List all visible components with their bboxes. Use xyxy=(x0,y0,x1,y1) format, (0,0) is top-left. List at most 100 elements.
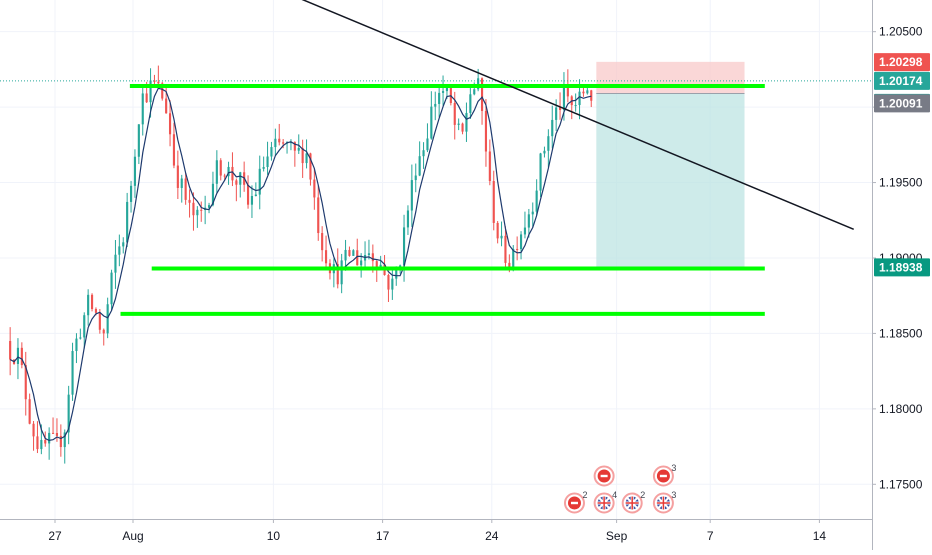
time-axis-panel[interactable] xyxy=(0,519,872,550)
candle-body[interactable] xyxy=(79,337,82,339)
candle-body[interactable] xyxy=(48,432,51,444)
candle-body[interactable] xyxy=(102,329,105,334)
candle-body[interactable] xyxy=(360,260,363,266)
candle-body[interactable] xyxy=(270,147,273,157)
candle-body[interactable] xyxy=(59,435,62,448)
candle-body[interactable] xyxy=(523,227,527,235)
eu-event-icon[interactable] xyxy=(593,465,615,487)
stop-loss-zone[interactable] xyxy=(596,61,745,94)
candle-body[interactable] xyxy=(24,365,27,400)
candle-body[interactable] xyxy=(36,436,39,450)
candle-body[interactable] xyxy=(28,399,31,424)
candle-body[interactable] xyxy=(110,272,113,305)
candle-body[interactable] xyxy=(344,249,347,261)
candle-body[interactable] xyxy=(153,80,156,82)
candle-body[interactable] xyxy=(250,196,254,205)
candle-body[interactable] xyxy=(133,156,137,186)
candle-body[interactable] xyxy=(313,179,316,198)
candle-body[interactable] xyxy=(246,184,250,205)
candle-body[interactable] xyxy=(539,153,542,191)
candle-body[interactable] xyxy=(161,83,164,99)
candle-body[interactable] xyxy=(239,172,242,185)
candle-body[interactable] xyxy=(289,142,293,144)
candle-body[interactable] xyxy=(75,338,78,352)
candle-body[interactable] xyxy=(305,153,308,164)
candle-body[interactable] xyxy=(480,78,484,111)
candle-body[interactable] xyxy=(414,175,417,181)
candle-body[interactable] xyxy=(200,209,203,211)
candle-body[interactable] xyxy=(465,112,468,132)
candle-body[interactable] xyxy=(367,253,371,256)
candle-body[interactable] xyxy=(430,106,433,139)
candle-body[interactable] xyxy=(219,160,222,176)
candle-body[interactable] xyxy=(157,81,160,84)
candle-body[interactable] xyxy=(94,309,98,313)
candle-body[interactable] xyxy=(473,89,476,95)
candle-body[interactable] xyxy=(87,294,90,316)
candle-body[interactable] xyxy=(114,254,117,273)
candle-body[interactable] xyxy=(274,138,277,148)
candle-body[interactable] xyxy=(457,123,460,125)
candle-body[interactable] xyxy=(531,211,534,215)
candle-body[interactable] xyxy=(379,264,382,268)
candle-body[interactable] xyxy=(266,156,269,168)
candle-body[interactable] xyxy=(172,134,176,166)
candle-body[interactable] xyxy=(297,147,300,151)
candle-body[interactable] xyxy=(492,181,495,223)
candle-body[interactable] xyxy=(566,85,569,97)
take-profit-zone[interactable] xyxy=(596,93,745,268)
candle-body[interactable] xyxy=(254,194,257,197)
candle-body[interactable] xyxy=(196,209,199,216)
candle-body[interactable] xyxy=(582,91,585,94)
candle-body[interactable] xyxy=(504,235,507,263)
candle-body[interactable] xyxy=(418,156,421,176)
candle-body[interactable] xyxy=(348,249,351,256)
eu-event-icon[interactable]: 3 xyxy=(652,463,677,487)
candle-body[interactable] xyxy=(395,269,398,279)
candle-body[interactable] xyxy=(558,107,562,110)
candle-body[interactable] xyxy=(434,103,437,107)
candle-body[interactable] xyxy=(44,439,47,444)
candle-body[interactable] xyxy=(555,107,558,120)
candle-body[interactable] xyxy=(223,175,226,177)
candle-body[interactable] xyxy=(426,138,429,151)
candle-body[interactable] xyxy=(278,138,281,143)
candle-body[interactable] xyxy=(282,142,285,144)
candle-body[interactable] xyxy=(477,78,480,90)
candle-body[interactable] xyxy=(165,98,168,114)
candle-body[interactable] xyxy=(551,119,554,137)
candle-body[interactable] xyxy=(258,168,261,195)
candle-body[interactable] xyxy=(512,248,515,268)
candle-body[interactable] xyxy=(20,347,23,366)
candle-body[interactable] xyxy=(453,103,456,125)
candle-body[interactable] xyxy=(535,190,538,212)
candle-body[interactable] xyxy=(227,166,230,177)
candle-body[interactable] xyxy=(176,165,179,188)
candle-body[interactable] xyxy=(317,197,320,234)
candle-body[interactable] xyxy=(16,347,20,364)
candle-body[interactable] xyxy=(508,262,511,268)
candle-body[interactable] xyxy=(422,150,425,157)
candle-body[interactable] xyxy=(441,91,445,93)
candle-body[interactable] xyxy=(149,80,152,103)
candle-body[interactable] xyxy=(168,113,172,135)
candle-body[interactable] xyxy=(387,275,390,290)
candle-body[interactable] xyxy=(336,264,339,285)
candle-body[interactable] xyxy=(402,227,406,266)
candle-body[interactable] xyxy=(356,250,359,266)
candle-body[interactable] xyxy=(9,340,12,360)
candle-body[interactable] xyxy=(309,153,312,180)
candle-body[interactable] xyxy=(519,234,523,250)
candle-body[interactable] xyxy=(192,202,195,216)
candle-body[interactable] xyxy=(293,142,296,151)
candle-body[interactable] xyxy=(586,90,589,94)
candle-body[interactable] xyxy=(67,394,70,433)
candle-body[interactable] xyxy=(235,180,238,185)
candle-body[interactable] xyxy=(126,201,129,243)
candle-body[interactable] xyxy=(98,312,101,330)
candle-body[interactable] xyxy=(391,278,394,290)
eu-event-icon[interactable]: 2 xyxy=(563,490,588,514)
candle-body[interactable] xyxy=(129,185,133,202)
candle-body[interactable] xyxy=(301,147,304,164)
